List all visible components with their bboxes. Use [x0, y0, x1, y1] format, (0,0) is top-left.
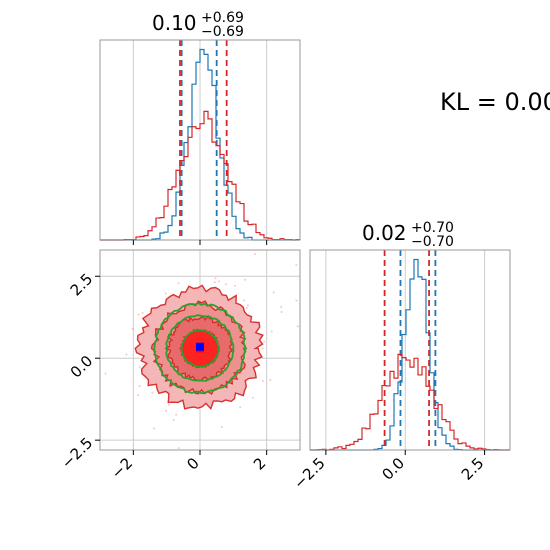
- scatter-point: [295, 299, 298, 302]
- hist2-panel: −2.5 0.0 2.5: [290, 249, 511, 493]
- scatter-point: [131, 328, 134, 331]
- scatter-point: [167, 403, 170, 406]
- scatter-point: [172, 418, 175, 421]
- scatter-point: [295, 264, 298, 267]
- scatter-point: [280, 305, 283, 308]
- kl-annotation: KL = 0.00: [440, 88, 550, 116]
- x-tick-label: 0.0: [378, 454, 408, 484]
- scatter-point: [91, 374, 93, 376]
- hist1-panel: [99, 39, 301, 245]
- x-tick-label: −2: [108, 454, 136, 482]
- hist2-title: 0.02 +0.70 −0.70: [362, 220, 454, 250]
- scatter-point: [177, 447, 180, 450]
- scatter-point: [244, 278, 247, 281]
- scatter-point: [220, 426, 223, 429]
- scatter-point: [280, 310, 283, 313]
- green-contour-level-0: [180, 329, 220, 368]
- x-tick-label: 0: [183, 454, 202, 473]
- scatter-point: [254, 253, 257, 256]
- scatter-point: [125, 353, 128, 356]
- green-contour-level-1: [165, 314, 235, 382]
- scatter-point: [214, 277, 217, 280]
- scatter-point: [137, 394, 140, 397]
- scatter-point: [177, 282, 180, 285]
- x-tick-label: 2.5: [458, 454, 488, 484]
- contour-inner: [91, 244, 300, 450]
- histogram-series-1: [310, 353, 510, 451]
- scatter-point: [141, 312, 144, 315]
- hist1-title-plus: +0.69: [201, 10, 244, 26]
- scatter-point: [104, 372, 107, 375]
- hist2-title-median: 0.02: [362, 221, 407, 245]
- y-tick-label: 0.0: [67, 352, 97, 382]
- scatter-point: [296, 325, 299, 328]
- scatter-point: [137, 313, 140, 316]
- scatter-point: [261, 347, 264, 350]
- scatter-point: [246, 304, 249, 307]
- scatter-point: [261, 379, 264, 382]
- scatter-point: [234, 244, 236, 246]
- hist1-title-minus: −0.69: [201, 24, 244, 40]
- histogram-series-0: [310, 258, 510, 451]
- scatter-point: [164, 292, 167, 295]
- scatter-point: [269, 379, 272, 382]
- scatter-point: [251, 396, 254, 399]
- y-tick-label: −2.5: [58, 434, 96, 472]
- scatter-point: [245, 306, 248, 309]
- histogram-series-1: [100, 110, 301, 241]
- scatter-point: [213, 281, 216, 284]
- scatter-point: [234, 284, 237, 287]
- panel-frame: [309, 249, 511, 451]
- scatter-point: [263, 340, 266, 343]
- scatter-point: [151, 391, 154, 394]
- scatter-point: [165, 409, 168, 412]
- scatter-point: [242, 299, 245, 302]
- scatter-point: [270, 330, 273, 333]
- scatter-point: [239, 406, 242, 409]
- hist2-title-plus: +0.70: [411, 220, 454, 236]
- scatter-point: [217, 280, 220, 283]
- hist2-title-minus: −0.70: [411, 234, 454, 250]
- hist1-title: 0.10 +0.69 −0.69: [152, 10, 244, 40]
- scatter-point: [138, 366, 141, 369]
- scatter-point: [225, 283, 228, 286]
- contour-panel: −2 0 2 −2.5 0.0 2.5: [58, 244, 301, 482]
- x-tick-label: 2: [250, 454, 269, 473]
- scatter-point: [153, 427, 156, 430]
- blue-median-marker: [196, 342, 204, 351]
- hist1-title-median: 0.10: [152, 11, 197, 35]
- green-contour-level-2: [153, 301, 248, 395]
- scatter-point: [175, 413, 178, 416]
- x-tick-label: −2.5: [290, 454, 328, 492]
- scatter-point: [138, 385, 141, 388]
- y-tick-label: 2.5: [67, 270, 97, 300]
- scatter-point: [272, 291, 275, 294]
